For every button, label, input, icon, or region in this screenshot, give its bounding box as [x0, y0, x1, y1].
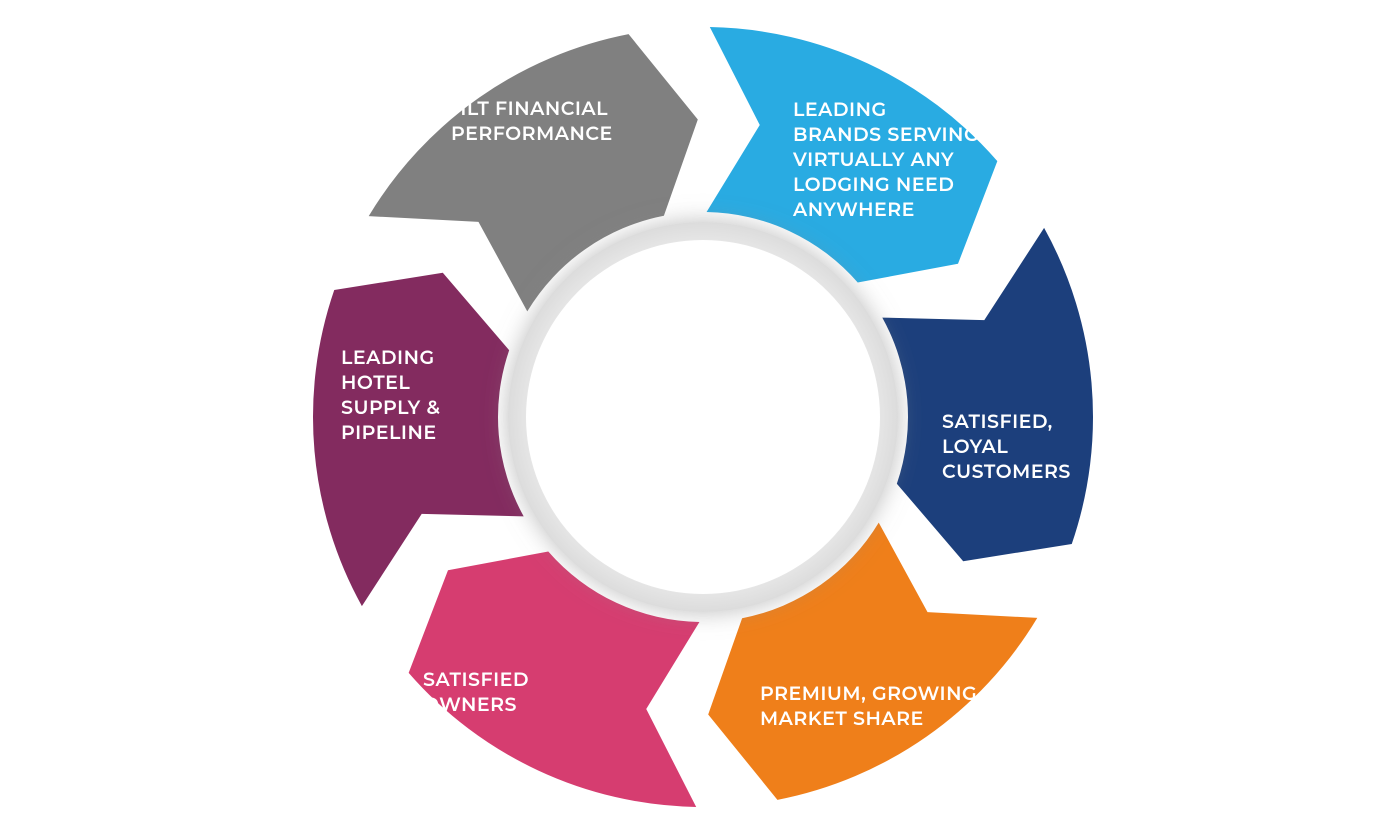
segment-satisfied-customers — [882, 228, 1093, 561]
cycle-diagram-stage: LEADINGBRANDS SERVINGVIRTUALLY ANYLODGIN… — [0, 0, 1400, 820]
center-hole — [526, 240, 880, 594]
cycle-diagram-svg: LEADINGBRANDS SERVINGVIRTUALLY ANYLODGIN… — [0, 0, 1400, 820]
